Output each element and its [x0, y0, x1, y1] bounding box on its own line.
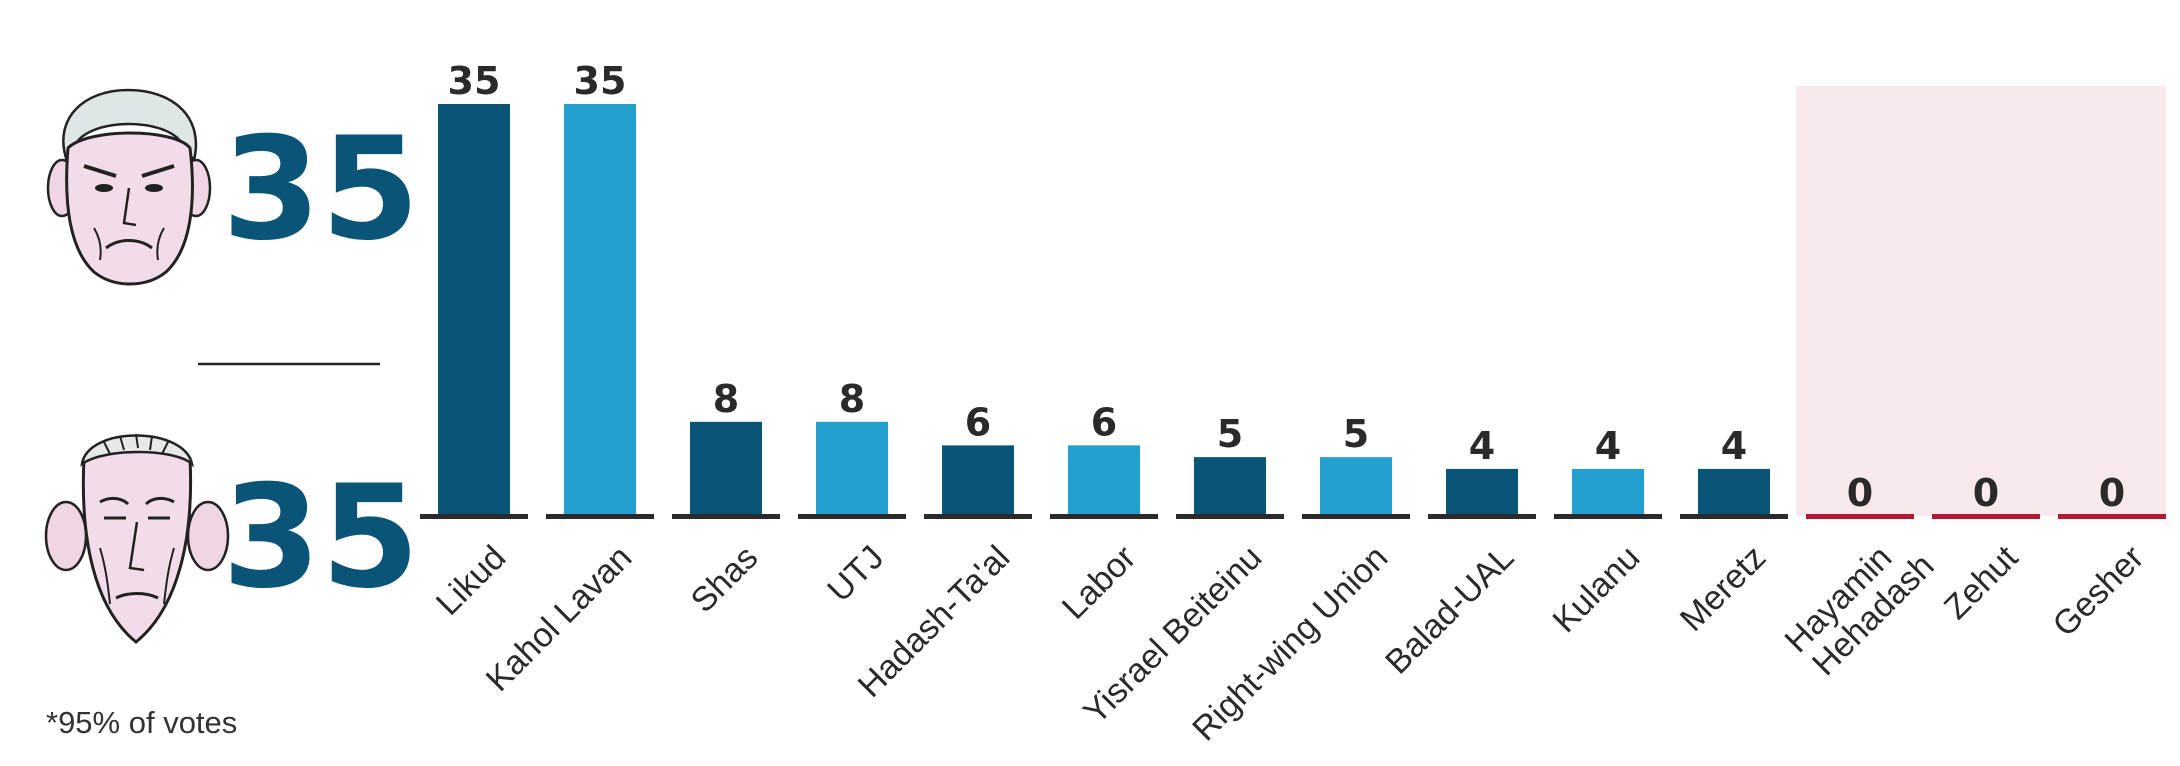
category-label-5: Labor — [1055, 538, 1143, 626]
bar-8 — [1446, 468, 1518, 516]
bar-4 — [942, 445, 1014, 516]
bar-0 — [438, 104, 510, 516]
bar-baseline-7 — [1302, 514, 1410, 519]
bar-baseline-4 — [924, 514, 1032, 519]
bar-baseline-5 — [1050, 514, 1158, 519]
bar-7 — [1320, 457, 1392, 516]
below-threshold-band — [1796, 86, 2166, 516]
value-label-10: 4 — [1721, 424, 1747, 468]
value-label-7: 5 — [1343, 412, 1369, 456]
footnote: *95% of votes — [46, 705, 238, 740]
bar-1 — [564, 104, 636, 516]
category-label-0: Likud — [429, 538, 513, 622]
bar-baseline-1 — [546, 514, 654, 519]
value-label-1: 35 — [574, 59, 627, 103]
value-label-8: 4 — [1469, 424, 1495, 468]
category-label-8: Balad-UAL — [1378, 538, 1521, 681]
bar-baseline-9 — [1554, 514, 1662, 519]
bar-5 — [1068, 445, 1140, 516]
leader-top: 35 — [46, 88, 420, 286]
value-label-12: 0 — [1973, 471, 1999, 515]
category-label-9: Kulanu — [1546, 538, 1648, 640]
bars-group — [438, 104, 1770, 516]
bar-baseline-8 — [1428, 514, 1536, 519]
value-label-11: 0 — [1847, 471, 1873, 515]
category-label-3: UTJ — [820, 538, 891, 609]
leader-top-seats: 35 — [222, 107, 420, 272]
leader-bottom: 35 — [44, 433, 420, 644]
value-label-5: 6 — [1091, 400, 1117, 444]
bar-baseline-11 — [1806, 514, 1914, 519]
bar-baseline-12 — [1932, 514, 2040, 519]
bar-baseline-13 — [2058, 514, 2166, 519]
bar-2 — [690, 421, 762, 516]
bar-baseline-10 — [1680, 514, 1788, 519]
bar-3 — [816, 421, 888, 516]
value-label-6: 5 — [1217, 412, 1243, 456]
category-label-10: Meretz — [1673, 538, 1773, 638]
value-label-2: 8 — [713, 377, 739, 421]
bar-baseline-3 — [798, 514, 906, 519]
bar-10 — [1698, 468, 1770, 516]
value-labels-group: 35 35 8 8 6 6 5 5 4 4 4 0 0 0 — [448, 59, 2126, 515]
value-label-0: 35 — [448, 59, 501, 103]
bar-baseline-6 — [1176, 514, 1284, 519]
leader-bottom-seats: 35 — [222, 455, 420, 620]
bar-6 — [1194, 457, 1266, 516]
caricature-face-icon — [44, 433, 230, 644]
value-label-9: 4 — [1595, 424, 1621, 468]
value-label-4: 6 — [965, 400, 991, 444]
category-label-2: Shas — [684, 538, 766, 620]
baselines-group — [420, 514, 2166, 519]
category-label-12: Zehut — [1937, 538, 2026, 627]
bar-9 — [1572, 468, 1644, 516]
caricature-face-icon — [46, 88, 212, 286]
category-label-11: HayaminHehadash — [1778, 521, 1942, 685]
bar-baseline-0 — [420, 514, 528, 519]
bar-baseline-2 — [672, 514, 780, 519]
value-label-3: 8 — [839, 377, 865, 421]
category-label-13: Gesher — [2046, 538, 2152, 644]
value-label-13: 0 — [2099, 471, 2125, 515]
